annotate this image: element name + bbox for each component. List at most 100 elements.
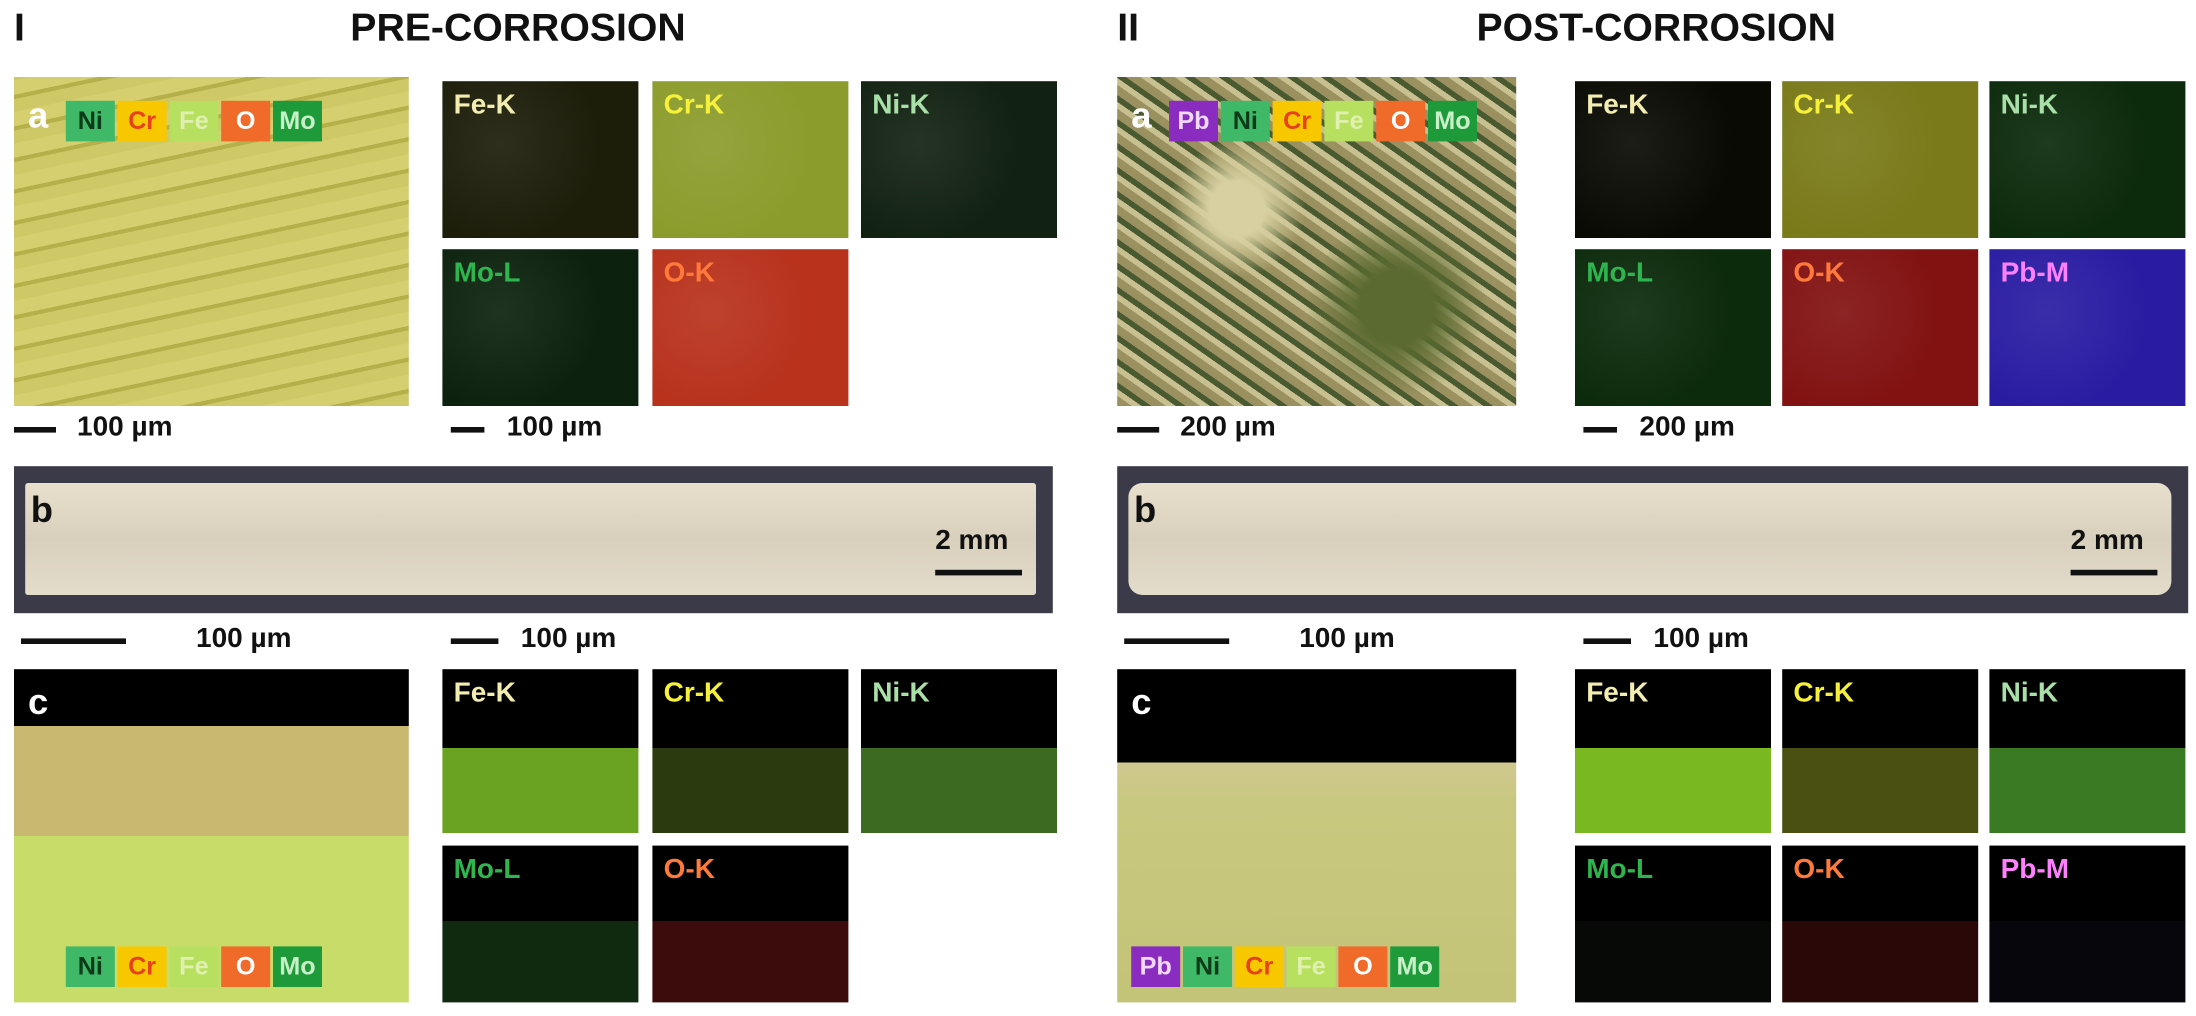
scale-bar [21,638,126,644]
map-label: Fe-K [453,677,516,709]
element-map: Fe-K [442,81,639,238]
legend-chip: Ni [1183,946,1232,987]
scale-text: 2 mm [2070,525,2144,556]
legend-chip: O [1376,100,1426,142]
legend-chip: Mo [273,946,322,987]
map-label: Mo-L [453,257,521,289]
sample-strip [1128,483,2172,595]
legend-chip: Cr [117,100,167,142]
sem-image: a Ni Cr Fe O Mo [14,77,409,406]
element-map: Ni-K [1989,81,2186,238]
element-map: Pb-M [1989,249,2186,406]
map-label: O-K [1793,257,1845,289]
map-label: Fe-K [453,89,516,121]
scale-bar [935,569,1022,576]
scale-text: 2 mm [935,525,1009,556]
legend-chip: Cr [1272,100,1322,142]
scale-bar [450,638,499,644]
map-label: Ni-K [2000,89,2059,121]
legend-chip: O [221,946,271,987]
legend-chip: Fe [169,100,219,142]
panel-label: b [30,488,54,531]
sample-photo: b 2 mm [1117,466,2189,614]
map-label: Mo-L [453,854,521,885]
map-label: Cr-K [663,677,725,709]
legend-chip: Ni [65,946,115,987]
element-map: Cr-K [652,669,849,833]
legend-chip: Cr [117,946,167,987]
element-map: O-K [652,845,849,1003]
panel-label: c [1131,680,1152,723]
legend-chip: Cr [1234,946,1284,987]
scale-bar [1117,427,1160,433]
panel-label: c [28,680,49,723]
legend-chip: O [1338,946,1388,987]
map-label: O-K [663,854,715,885]
element-map: Mo-L [1575,249,1771,406]
section-numeral: I [14,5,25,50]
scale-text: 100 µm [506,411,603,443]
sem-image: a Pb Ni Cr Fe O Mo [1117,77,1517,406]
scale-text: 100 µm [520,623,617,654]
sem-image: c Pb Ni Cr Fe O Mo [1117,669,1517,1003]
legend-chip: Ni [65,100,115,142]
section-title: PRE-CORROSION [350,5,686,50]
legend-chip: Mo [1390,946,1440,987]
map-label: Mo-L [1586,854,1654,885]
map-label: Cr-K [1793,677,1855,709]
section-numeral: II [1117,5,1139,50]
element-map: Cr-K [652,81,849,238]
map-label: O-K [1793,854,1845,885]
scale-text: 100 µm [1299,623,1395,654]
scale-bar [14,427,56,433]
sample-strip [25,483,1036,595]
legend-chip: Pb [1131,946,1181,987]
map-label: Mo-L [1586,257,1654,289]
legend-chip: Fe [169,946,219,987]
element-map: Ni-K [861,669,1057,833]
element-map: Mo-L [442,249,639,406]
scale-text: 200 µm [1639,411,1735,443]
map-label: Ni-K [2000,677,2059,709]
scale-bar [1124,638,1230,644]
legend-chip: Fe [1324,100,1374,142]
map-label: Cr-K [1793,89,1855,121]
map-label: Cr-K [663,89,725,121]
sample-photo: b 2 mm [14,466,1053,614]
scale-text: 100 µm [1653,623,1749,654]
map-label: Fe-K [1586,89,1649,121]
legend-chip: Fe [1286,946,1336,987]
element-map: Ni-K [861,81,1057,238]
map-label: O-K [663,257,715,289]
scale-text: 200 µm [1180,411,1276,443]
scale-bar [1583,638,1631,644]
map-label: Ni-K [872,677,930,709]
element-map: Fe-K [1575,669,1771,833]
scale-bar [1583,427,1617,433]
sem-image: c Ni Cr Fe O Mo [14,669,409,1003]
scale-bar [2070,569,2158,576]
panel-label: a [28,93,49,136]
element-map: O-K [1782,845,1979,1003]
element-map: Fe-K [442,669,639,833]
element-map: Mo-L [442,845,639,1003]
legend-chip: Mo [273,100,322,142]
element-map: Fe-K [1575,81,1771,238]
element-map: Mo-L [1575,845,1771,1003]
element-map: Ni-K [1989,669,2186,833]
map-label: Ni-K [872,89,930,121]
scale-bar [450,427,485,433]
element-map: Cr-K [1782,81,1979,238]
map-label: Fe-K [1586,677,1649,709]
panel-label: a [1131,93,1152,136]
map-label: Pb-M [2000,854,2070,885]
element-map: O-K [1782,249,1979,406]
section-title: POST-CORROSION [1476,5,1836,50]
scale-text: 100 µm [77,411,173,443]
element-map: O-K [652,249,849,406]
map-label: Pb-M [2000,257,2070,289]
legend-chip: Pb [1169,100,1218,142]
legend-chip: Mo [1428,100,1477,142]
